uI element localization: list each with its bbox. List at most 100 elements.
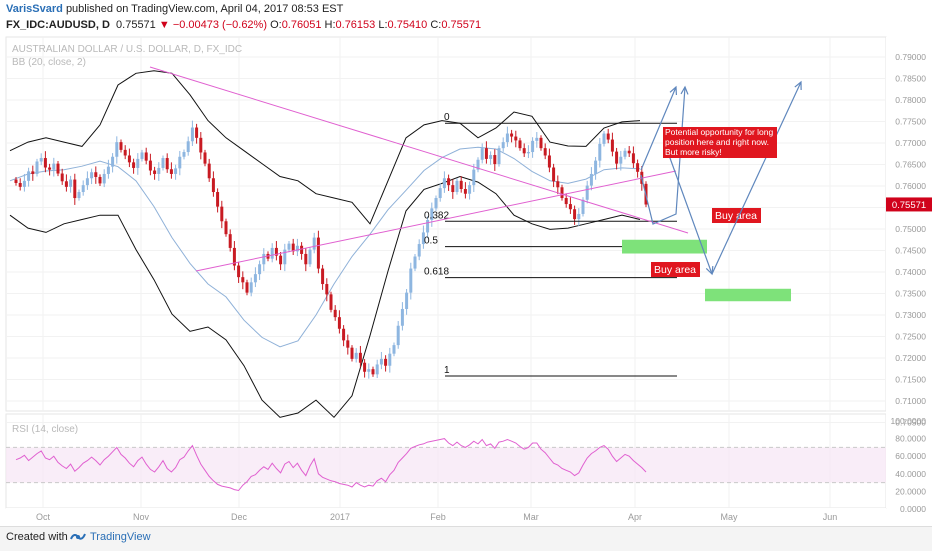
chart-header: VarisSvard published on TradingView.com,…: [0, 0, 932, 36]
quote-line: FX_IDC:AUDUSD, D 0.75571 ▼ −0.00473 (−0.…: [6, 19, 481, 31]
time-axis-ticks: Oct Nov Dec 2017 Feb Mar Apr May Jun: [36, 512, 837, 522]
candle-body: [472, 169, 476, 186]
candle-body: [253, 274, 257, 283]
price-tick-label: 0.71500: [895, 375, 926, 385]
candle-body: [274, 247, 278, 256]
candle-body: [211, 178, 215, 193]
candle-body: [556, 181, 560, 188]
candle-body: [409, 268, 413, 293]
candle-body: [610, 139, 614, 152]
price-chart[interactable]: AUSTRALIAN DOLLAR / U.S. DOLLAR, D, FX_I…: [0, 0, 932, 526]
candle-body: [451, 185, 455, 193]
candle-body: [94, 172, 98, 177]
candle-body: [426, 219, 430, 233]
candle-body: [220, 206, 224, 222]
candle-body: [287, 243, 291, 250]
candle-body: [547, 155, 551, 168]
candle-body: [577, 213, 581, 220]
candle-body: [241, 277, 245, 283]
candle-body: [35, 161, 39, 174]
candle-body: [258, 264, 262, 275]
candle-body: [140, 152, 144, 159]
time-axis[interactable]: [6, 508, 886, 526]
candle-body: [337, 317, 341, 329]
annotation-fo: Potential opportunity for long position …: [665, 127, 773, 157]
low-value: 0.75410: [387, 19, 428, 31]
price-tick-label: 0.74500: [895, 246, 926, 256]
bollinger-basis: [9, 146, 641, 348]
candle-body: [295, 245, 299, 252]
rsi-line: [15, 438, 647, 492]
candle-body: [543, 148, 547, 156]
price-tick-label: 0.78500: [895, 74, 926, 84]
candle-body: [39, 158, 43, 162]
trendline-support: [195, 170, 677, 272]
candle-body: [165, 158, 169, 170]
candle-body: [56, 163, 60, 174]
rsi-tick-label: 100.0000: [891, 416, 927, 426]
high-label: H:: [324, 19, 336, 31]
open-value: 0.76051: [281, 19, 322, 31]
price-axis[interactable]: [886, 37, 932, 508]
candle-body: [52, 163, 56, 170]
candle-body: [333, 309, 337, 318]
price-tick-label: 0.76000: [895, 181, 926, 191]
candle-body: [169, 169, 173, 174]
candle-body: [619, 156, 623, 164]
candle-body: [375, 364, 379, 375]
trendline-resistance: [149, 66, 689, 234]
candle-body: [560, 187, 564, 199]
price-tick-label: 0.70500: [895, 418, 926, 428]
candle-body: [270, 247, 274, 259]
grid-lines: [6, 37, 886, 508]
close-label: C:: [430, 19, 442, 31]
candle-body: [606, 133, 610, 140]
time-tick-label: Nov: [133, 512, 150, 522]
candle-body: [73, 179, 77, 199]
candle-body: [514, 136, 518, 141]
candle-body: [115, 142, 119, 157]
candle-body: [237, 265, 241, 278]
candle-body: [400, 308, 404, 326]
fibonacci-levels: 0 0.382 0.5 0.618 1: [424, 112, 677, 377]
time-tick-label: 2017: [330, 512, 350, 522]
price-tick-label: 0.75000: [895, 224, 926, 234]
bollinger-upper: [9, 70, 641, 225]
author-link[interactable]: VarisSvard: [6, 3, 63, 15]
main-pane[interactable]: [5, 36, 887, 412]
high-value: 0.76153: [335, 19, 376, 31]
trendlines: [149, 66, 689, 272]
bollinger-bands: [9, 70, 641, 419]
candle-body: [106, 166, 110, 174]
candle-body: [480, 148, 484, 160]
tradingview-logo-icon: [70, 533, 86, 540]
fib-level-label: 0.5: [424, 236, 438, 247]
candle-body: [434, 198, 438, 209]
price-tick-label: 0.78000: [895, 95, 926, 105]
chart-title: AUSTRALIAN DOLLAR / U.S. DOLLAR, D, FX_I…: [12, 44, 242, 55]
fib-level-label: 1: [444, 365, 450, 376]
candle-body: [594, 160, 598, 174]
candle-body: [468, 185, 472, 194]
rsi-axis-ticks: 100.0000 80.0000 60.0000 40.0000 20.0000 0.00…: [891, 416, 927, 514]
candle-body: [98, 176, 102, 184]
price-tick-label: 0.72500: [895, 332, 926, 342]
candle-body: [615, 151, 619, 164]
buy-zones: Buy area Buy area: [622, 208, 791, 302]
candle-body: [195, 127, 199, 138]
candle-body: [316, 237, 320, 269]
buy-zone: [705, 288, 791, 302]
candle-body: [552, 167, 556, 182]
candle-body: [329, 294, 333, 310]
candle-body: [178, 156, 182, 169]
candle-body: [85, 178, 89, 186]
rsi-polyline: [15, 438, 647, 492]
tradingview-brand-link[interactable]: TradingView: [90, 531, 151, 543]
candle-body: [102, 173, 106, 184]
candle-body: [203, 152, 207, 164]
time-tick-label: Dec: [231, 512, 248, 522]
projection-arrow-up-now: [640, 86, 677, 171]
candle-body: [14, 179, 18, 183]
price-tick-label: 0.77000: [895, 138, 926, 148]
low-label: L:: [378, 19, 388, 31]
